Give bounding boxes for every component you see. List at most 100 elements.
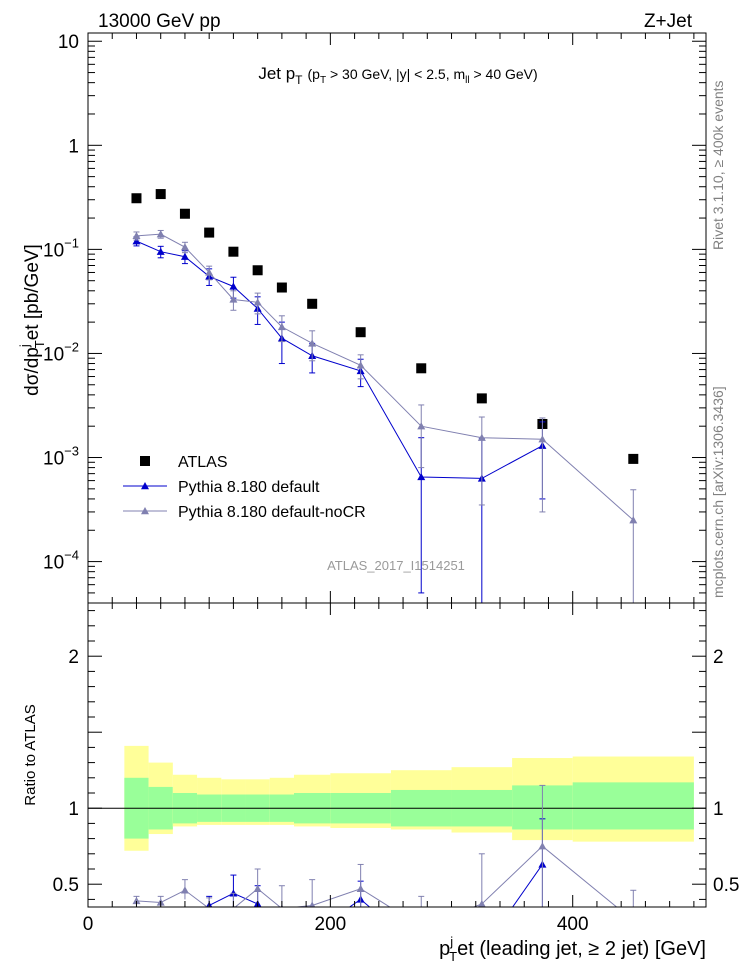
ratio-y-tick-label-right: 2	[713, 647, 724, 668]
legend-marker-atlas	[140, 456, 150, 466]
ratio-y-tick-label-left: 0.5	[53, 875, 79, 896]
ratio-series-1	[132, 784, 637, 930]
x-tick-label: 0	[83, 914, 94, 935]
y-tick-label: 10	[58, 32, 79, 53]
ratio-panel	[88, 745, 706, 954]
main-panel	[131, 189, 639, 604]
ratio-band-inner	[572, 782, 694, 830]
ratio-point	[309, 901, 316, 907]
ratio-y-tick-label-right: 0.5	[713, 875, 739, 896]
data-point-triangle	[229, 282, 238, 290]
y-tick-exp: −1	[64, 235, 79, 250]
data-point-triangle	[180, 252, 189, 260]
data-point-triangle	[253, 298, 262, 306]
ratio-frame	[87, 602, 707, 908]
ratio-point	[132, 896, 141, 905]
data-point-atlas	[131, 193, 142, 204]
legend-label: Pythia 8.180 default	[178, 479, 320, 496]
title-main: Jet p	[258, 64, 295, 83]
header-left: 13000 GeV pp	[98, 11, 221, 32]
ratio-y-tick-label-right: 1	[713, 799, 724, 820]
xlabel-sub: T	[449, 949, 457, 964]
ratio-point	[253, 884, 262, 892]
xlabel-suffix: et (leading jet, ≥ 2 jet) [GeV]	[457, 938, 706, 960]
y-tick-label: 10−1	[43, 235, 79, 261]
data-point-triangle	[205, 268, 214, 276]
y-tick-exp: −4	[64, 548, 79, 563]
xlabel-prefix: p	[439, 938, 450, 960]
series-line-1	[136, 240, 543, 479]
ratio-point	[180, 886, 189, 894]
data-point-atlas	[355, 327, 366, 338]
ratio-point	[417, 947, 425, 954]
ratio-point	[132, 917, 140, 924]
y-tick-base: 10	[43, 449, 64, 470]
y-tick-label: 10−2	[43, 339, 79, 365]
ratio-point	[356, 884, 365, 892]
title-main-sub: T	[295, 73, 303, 87]
y-tick-base: 10	[43, 553, 64, 574]
ylabel-prefix: dσ/dp	[22, 347, 43, 396]
data-point-atlas	[476, 393, 487, 404]
ratio-y-axis-label: Ratio to ATLAS	[22, 704, 39, 805]
data-point-triangle	[477, 433, 486, 441]
legend: ATLAS Pythia 8.180 default Pythia 8.180 de…	[123, 454, 366, 521]
data-point-triangle	[417, 422, 426, 430]
data-point-triangle	[629, 516, 638, 524]
data-point-atlas	[252, 265, 263, 276]
x-tick-label: 200	[315, 914, 347, 935]
legend-label: ATLAS	[178, 454, 228, 471]
legend-label: Pythia 8.180 default-noCR	[178, 504, 366, 521]
ratio-point	[538, 842, 547, 850]
data-point-atlas	[228, 246, 239, 257]
analysis-id: ATLAS_2017_I1514251	[327, 558, 465, 573]
ratio-point	[417, 923, 425, 930]
title-cuts-suffix: > 40 GeV)	[470, 66, 538, 82]
ratio-point	[181, 918, 189, 925]
data-point-triangle	[356, 361, 365, 369]
data-point-triangle	[180, 243, 189, 251]
data-point-triangle	[132, 231, 141, 240]
data-point-atlas	[204, 227, 215, 238]
data-point-triangle	[156, 230, 165, 238]
data-point-atlas	[416, 363, 427, 374]
legend-marker-triangle	[141, 482, 149, 490]
title-cuts-middle: > 30 GeV, |y| < 2.5, m	[326, 66, 465, 82]
ratio-point	[629, 917, 637, 924]
x-axis-label: pj Tet (leading jet, ≥ 2 jet) [GeV]	[439, 934, 706, 964]
ratio-y-tick-label-left: 1	[68, 799, 79, 820]
title-cuts-sub2: ll	[465, 75, 469, 86]
ratio-point	[278, 926, 286, 933]
ylabel-sub: T	[32, 340, 47, 348]
data-point-triangle	[132, 237, 141, 245]
title-cuts-prefix: (p	[308, 66, 321, 82]
y-axis-label: dσ/dpjTet [pb/GeV]	[17, 244, 47, 396]
data-point-triangle	[308, 339, 317, 347]
mcplots-label: mcplots.cern.ch [arXiv:1306.3436]	[710, 386, 726, 598]
data-point-atlas	[276, 282, 287, 293]
plot-title: Jet pT (pT > 30 GeV, |y| < 2.5, mll > 40 …	[258, 64, 537, 87]
legend-marker-triangle	[141, 507, 149, 515]
y-tick-label: 10−4	[43, 548, 79, 574]
ratio-point	[477, 899, 486, 907]
data-point-triangle	[229, 295, 238, 303]
y-tick-label: 1	[68, 136, 79, 157]
data-point-atlas	[307, 298, 318, 309]
y-tick-base: 10	[43, 344, 64, 365]
ratio-point	[157, 926, 165, 933]
y-tick-base: 1	[68, 136, 79, 157]
y-tick-exp: −2	[64, 339, 79, 354]
xlabel-sup: j	[449, 934, 453, 949]
data-point-atlas	[628, 453, 639, 464]
ylabel-suffix: et [pb/GeV]	[22, 244, 43, 340]
ylabel-sup: j	[17, 344, 32, 348]
y-tick-label: 10−3	[43, 444, 79, 470]
data-point-triangle	[156, 247, 165, 255]
y-tick-base: 10	[58, 32, 79, 53]
title-cuts-sub1: T	[320, 75, 326, 86]
x-tick-label: 400	[557, 914, 589, 935]
ratio-y-tick-label-left: 2	[68, 647, 79, 668]
data-point-atlas	[179, 208, 190, 219]
